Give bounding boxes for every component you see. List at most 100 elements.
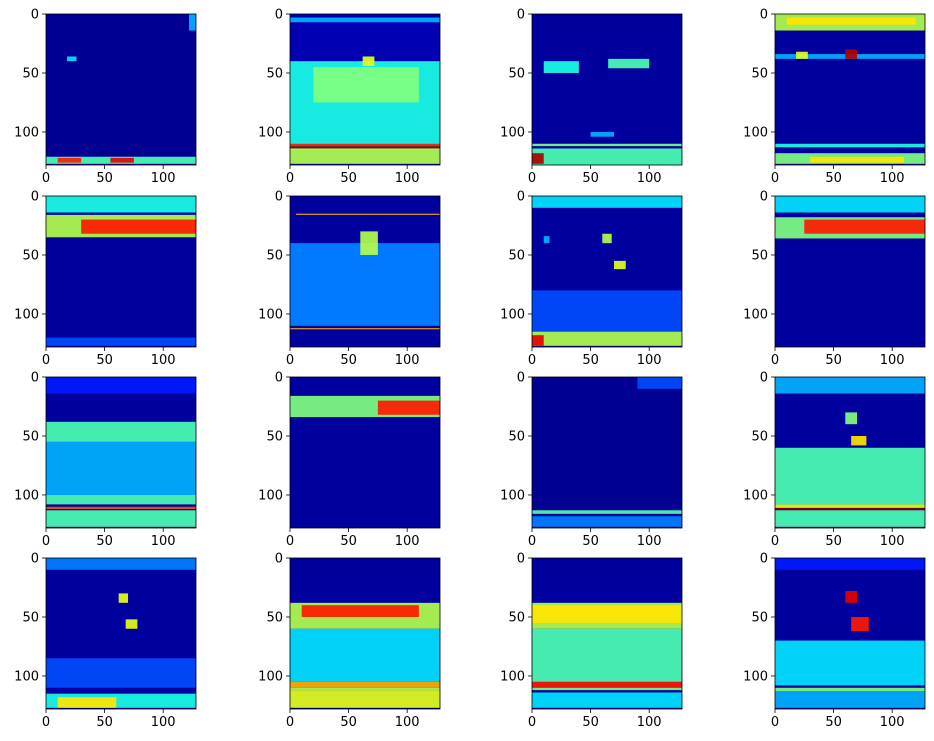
y-tick-label: 0 bbox=[275, 371, 283, 386]
heatmap-image-13 bbox=[46, 558, 196, 709]
heatmap-cell bbox=[532, 331, 682, 346]
heatmap-panel-14: 0 50 100 0 50 100 bbox=[258, 552, 441, 730]
y-tick-label: 0 bbox=[517, 552, 525, 567]
heatmap-image-16 bbox=[775, 558, 925, 709]
axes-frame bbox=[289, 195, 441, 348]
heatmap-cell bbox=[46, 558, 196, 570]
x-tick-label: 0 bbox=[771, 353, 779, 368]
y-tick-label: 50 bbox=[508, 610, 525, 625]
x-tick-label: 50 bbox=[582, 171, 599, 186]
heatmap-cell bbox=[46, 196, 196, 213]
y-tick-label: 50 bbox=[22, 429, 39, 444]
y-tick-label: 0 bbox=[760, 552, 768, 567]
x-tick-label: 100 bbox=[395, 715, 420, 730]
heatmap-cell bbox=[301, 605, 419, 617]
heatmap-background bbox=[46, 14, 196, 165]
heatmap-panel-6: 0 50 100 0 50 100 bbox=[258, 190, 441, 368]
heatmap-image-12 bbox=[775, 377, 925, 528]
x-tick-label: 100 bbox=[880, 353, 905, 368]
heatmap-image-2 bbox=[290, 14, 440, 165]
heatmap-cell bbox=[775, 507, 925, 511]
axes-frame bbox=[45, 376, 197, 529]
heatmap-cell bbox=[543, 61, 579, 73]
heatmap-cell bbox=[532, 335, 544, 346]
y-tick-label: 0 bbox=[275, 552, 283, 567]
heatmap-image-11 bbox=[532, 377, 682, 528]
heatmap-cell bbox=[637, 377, 682, 389]
heatmap-cell bbox=[786, 17, 916, 25]
y-tick-label: 100 bbox=[14, 307, 39, 322]
x-tick-label: 0 bbox=[771, 534, 779, 549]
y-tick-label: 50 bbox=[22, 610, 39, 625]
y-tick-label: 50 bbox=[508, 66, 525, 81]
x-tick-label: 100 bbox=[395, 171, 420, 186]
y-tick-label: 50 bbox=[751, 610, 768, 625]
x-tick-label: 100 bbox=[637, 353, 662, 368]
axes-frame bbox=[45, 195, 197, 348]
x-tick-label: 0 bbox=[286, 171, 294, 186]
heatmap-cell bbox=[46, 506, 196, 510]
x-tick-label: 0 bbox=[286, 715, 294, 730]
heatmap-cell bbox=[775, 510, 925, 527]
y-tick-label: 0 bbox=[275, 190, 283, 205]
axes-frame bbox=[289, 13, 441, 166]
heatmap-background bbox=[775, 558, 925, 709]
y-tick-label: 100 bbox=[500, 669, 525, 684]
heatmap-cell bbox=[532, 516, 682, 527]
heatmap-cell bbox=[295, 213, 440, 215]
x-tick-label: 50 bbox=[340, 715, 357, 730]
axes-frame bbox=[289, 557, 441, 710]
x-tick-label: 0 bbox=[42, 171, 50, 186]
x-tick-label: 100 bbox=[637, 171, 662, 186]
y-tick-label: 100 bbox=[14, 488, 39, 503]
x-tick-label: 50 bbox=[582, 715, 599, 730]
heatmap-cell bbox=[614, 260, 626, 270]
heatmap-cell bbox=[360, 231, 378, 255]
x-tick-label: 50 bbox=[340, 171, 357, 186]
heatmap-cell bbox=[775, 377, 925, 394]
heatmap-cell bbox=[532, 510, 682, 514]
heatmap-cell bbox=[290, 146, 440, 149]
y-tick-label: 0 bbox=[760, 190, 768, 205]
x-tick-label: 0 bbox=[528, 534, 536, 549]
axes-frame bbox=[531, 195, 683, 348]
x-tick-label: 100 bbox=[637, 715, 662, 730]
heatmap-background bbox=[532, 14, 682, 165]
x-tick-label: 100 bbox=[151, 534, 176, 549]
axes-frame bbox=[531, 13, 683, 166]
x-tick-label: 50 bbox=[825, 171, 842, 186]
y-tick-label: 100 bbox=[14, 669, 39, 684]
heatmap-panel-3: 0 50 100 0 50 100 bbox=[500, 8, 683, 186]
heatmap-cell bbox=[290, 328, 440, 330]
x-tick-label: 100 bbox=[880, 171, 905, 186]
heatmap-panel-1: 0 50 100 0 50 100 bbox=[14, 8, 197, 186]
y-tick-label: 0 bbox=[31, 190, 39, 205]
heatmap-cell bbox=[532, 605, 682, 623]
heatmap-image-7 bbox=[532, 196, 682, 347]
axes-frame bbox=[289, 376, 441, 529]
heatmap-cell bbox=[845, 591, 858, 603]
y-tick-label: 0 bbox=[31, 552, 39, 567]
axes-frame bbox=[774, 195, 926, 348]
heatmap-image-14 bbox=[290, 558, 440, 709]
y-tick-label: 0 bbox=[517, 371, 525, 386]
heatmap-panel-9: 0 50 100 0 50 100 bbox=[14, 371, 197, 549]
y-tick-label: 0 bbox=[31, 8, 39, 23]
y-tick-label: 100 bbox=[258, 488, 283, 503]
x-tick-label: 0 bbox=[771, 171, 779, 186]
heatmap-cell bbox=[796, 51, 808, 59]
y-tick-label: 0 bbox=[760, 8, 768, 23]
x-tick-label: 50 bbox=[96, 171, 113, 186]
heatmap-cell bbox=[313, 67, 419, 103]
y-tick-label: 50 bbox=[22, 248, 39, 263]
x-tick-label: 100 bbox=[151, 353, 176, 368]
heatmap-cell bbox=[851, 435, 867, 446]
heatmap-cell bbox=[46, 441, 196, 495]
heatmap-panel-4: 0 50 100 0 50 100 bbox=[743, 8, 926, 186]
heatmap-cell bbox=[290, 681, 440, 688]
y-tick-label: 100 bbox=[258, 307, 283, 322]
x-tick-label: 0 bbox=[771, 715, 779, 730]
x-tick-label: 0 bbox=[42, 534, 50, 549]
y-tick-label: 100 bbox=[500, 307, 525, 322]
